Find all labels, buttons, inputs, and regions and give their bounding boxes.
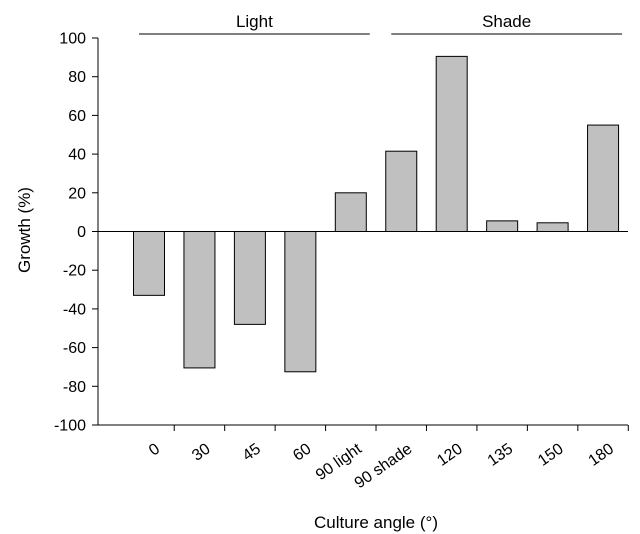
y-tick-label: -20	[63, 263, 86, 280]
y-tick-label: -60	[63, 340, 86, 357]
x-axis-title: Culture angle (°)	[314, 513, 438, 532]
bar-60	[284, 231, 317, 373]
x-tick-label: 120	[434, 440, 466, 469]
x-tick-label: 30	[189, 440, 213, 464]
bar-45	[233, 231, 266, 325]
x-tick-label: 135	[485, 440, 517, 469]
bar-90-light	[334, 192, 367, 233]
axes	[97, 38, 628, 426]
bar-135	[486, 220, 519, 232]
group-label-shade: Shade	[482, 12, 531, 31]
bar-90-shade	[385, 150, 418, 232]
y-tick-label: -40	[63, 301, 86, 318]
y-tick-label: 40	[68, 147, 86, 164]
bar-180	[587, 124, 620, 232]
x-tick-label: 150	[535, 440, 567, 469]
y-tick-label: 60	[68, 108, 86, 125]
group-label-light: Light	[236, 12, 273, 31]
y-tick-label: 0	[77, 224, 86, 241]
y-tick-label: 20	[68, 185, 86, 202]
y-tick-label: -80	[63, 379, 86, 396]
y-ticks: -100 -80 -60 -40 -20 0 20 40 60 80 100	[54, 31, 98, 435]
x-tick-label: 180	[586, 440, 618, 469]
y-axis-title: Growth (%)	[15, 187, 34, 273]
y-tick-label: 80	[68, 69, 86, 86]
bar-30	[183, 231, 216, 369]
group-annotations: Light Shade	[139, 12, 623, 35]
x-tick-label: 0	[146, 440, 163, 459]
bar-0	[133, 231, 165, 296]
y-tick-label: 100	[59, 31, 86, 48]
bar-150	[536, 222, 569, 232]
x-tick-label: 60	[290, 440, 314, 464]
y-tick-label: -100	[54, 418, 86, 435]
x-tick-label: 45	[240, 440, 264, 464]
bar-120	[435, 55, 468, 232]
x-tick-label: 90 shade	[352, 440, 416, 492]
bars	[133, 55, 620, 373]
